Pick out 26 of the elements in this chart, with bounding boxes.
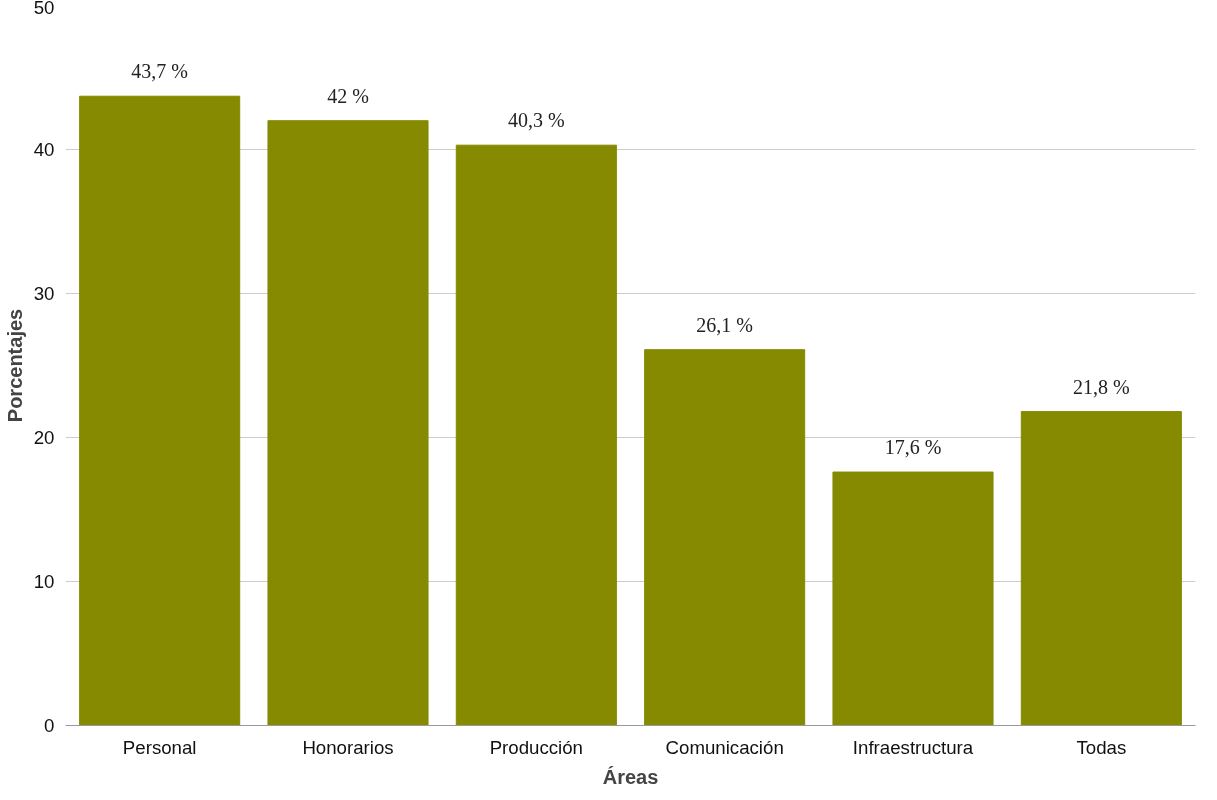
data-label: 40,3 %	[508, 109, 565, 132]
x-tick-label: Honorarios	[302, 736, 394, 758]
x-axis-title: Áreas	[602, 765, 659, 788]
y-tick-label: 0	[44, 715, 55, 736]
data-label: 17,6 %	[884, 436, 942, 459]
bar	[267, 120, 429, 726]
y-axis-title: Porcentajes	[3, 308, 26, 423]
data-label: 43,7 %	[131, 60, 189, 83]
x-tick-label: Personal	[122, 736, 197, 758]
x-tick-label: Comunicación	[665, 736, 784, 758]
bar	[455, 144, 617, 726]
x-tick-label: Producción	[489, 736, 584, 758]
data-label: 42 %	[327, 84, 369, 107]
bar	[644, 349, 806, 726]
y-tick-label: 50	[33, 0, 55, 18]
y-tick-label: 20	[33, 427, 55, 448]
bar	[79, 95, 241, 726]
y-tick-label: 10	[33, 571, 55, 592]
bar	[832, 471, 994, 726]
x-tick-label: Todas	[1076, 736, 1127, 758]
data-label: 26,1 %	[696, 313, 754, 336]
bar	[1020, 411, 1182, 726]
x-tick-label: Infraestructura	[852, 736, 974, 758]
data-label: 21,8 %	[1073, 375, 1130, 398]
y-tick-label: 30	[33, 283, 55, 304]
y-tick-label: 40	[33, 139, 55, 160]
